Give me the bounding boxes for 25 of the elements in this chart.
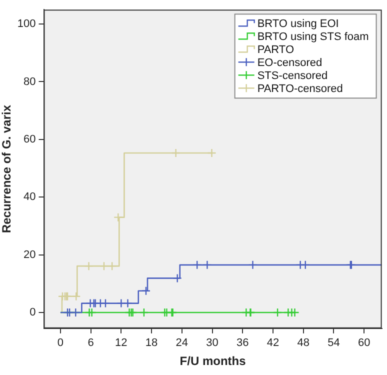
- x-tick-label: 60: [358, 337, 370, 350]
- x-tick-label: 48: [297, 337, 310, 350]
- x-tick-label: 6: [88, 337, 94, 350]
- x-tick-label: 36: [236, 337, 249, 350]
- y-tick-label: 0: [30, 306, 36, 319]
- y-axis-title: Recurrence of G. varix: [0, 104, 14, 234]
- legend-label: BRTO using STS foam: [257, 31, 369, 44]
- y-tick-label: 20: [24, 248, 36, 261]
- legend-label: STS-censored: [257, 70, 328, 82]
- x-tick-label: 54: [328, 337, 340, 350]
- legend-label: PARTO-censored: [257, 83, 343, 96]
- x-tick-label: 24: [176, 337, 188, 350]
- y-tick-label: 80: [24, 76, 36, 88]
- x-axis-title: F/U months: [180, 354, 246, 368]
- legend-label: PARTO: [257, 44, 294, 56]
- x-tick-label: 42: [266, 337, 280, 350]
- legend-label: BRTO using EOI: [257, 18, 339, 30]
- x-tick-label: 12: [115, 337, 128, 350]
- x-tick-label: 0: [57, 337, 64, 350]
- y-tick-label: 60: [24, 133, 36, 146]
- legend-label: EO-censored: [257, 57, 322, 70]
- y-tick-label: 100: [17, 18, 36, 30]
- x-tick-label: 18: [145, 337, 158, 350]
- y-tick-label: 40: [24, 191, 36, 204]
- x-tick-label: 30: [206, 337, 218, 350]
